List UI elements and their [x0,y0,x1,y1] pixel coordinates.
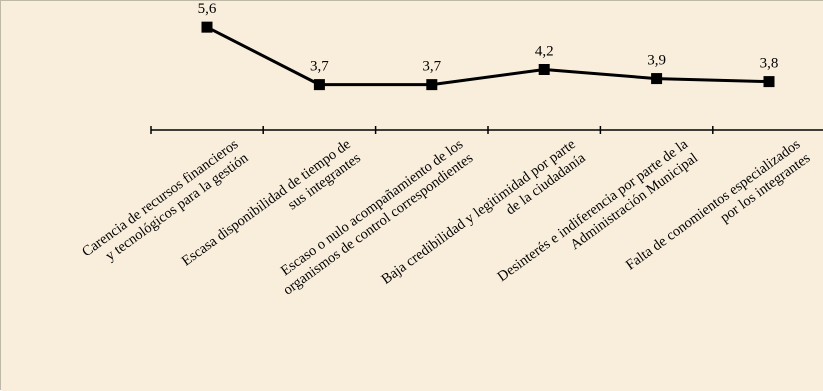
data-point-marker [763,76,775,88]
data-label: 3,7 [310,59,329,75]
data-label: 3,9 [647,53,666,69]
data-point-marker [426,79,438,91]
series-line-layer [206,25,770,87]
data-point-marker [651,73,663,85]
data-labels: 5,6 3,7 3,7 4,2 3,9 3,8 [198,1,779,74]
data-label: 5,6 [198,1,217,17]
data-point-marker [201,21,213,33]
data-point-marker [538,64,550,75]
data-label: 3,8 [760,56,779,72]
data-point-marker [313,79,325,91]
data-label: 3,7 [422,59,441,75]
data-markers [201,21,775,91]
data-label: 4,2 [535,44,554,60]
x-axis-ticks [150,126,714,134]
series-line [206,25,770,87]
